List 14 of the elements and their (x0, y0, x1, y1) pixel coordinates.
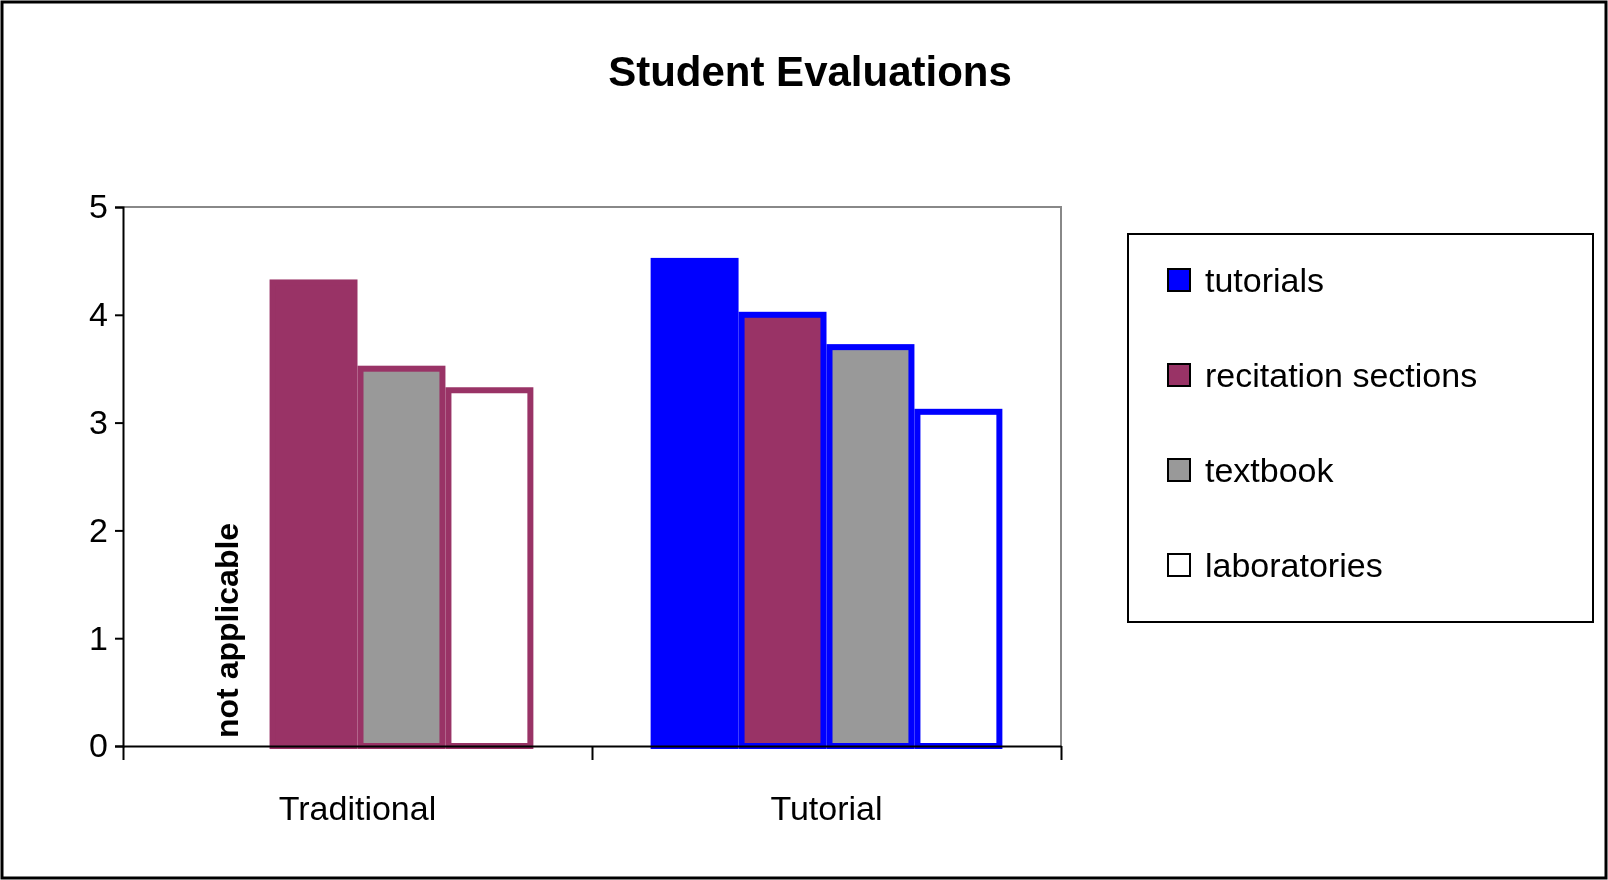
x-tick-label: Tutorial (770, 789, 883, 827)
text: laboratories (1205, 546, 1383, 584)
y-tick-label: 4 (89, 295, 108, 334)
y-tick-label: 1 (89, 618, 108, 657)
x-tick-label: Traditional (278, 789, 437, 827)
legend-label: tutorials (1205, 261, 1325, 299)
legend-label: textbook (1205, 451, 1335, 489)
y-tick-label: 3 (89, 402, 108, 441)
chart-title: Student Evaluations (608, 48, 1012, 95)
y-tick-label: 0 (89, 726, 108, 765)
legend-label: recitation sections (1205, 356, 1478, 394)
annotation: not applicable (208, 522, 245, 738)
y-tick-label: 2 (89, 510, 108, 549)
y-tick-label: 5 (89, 187, 108, 226)
